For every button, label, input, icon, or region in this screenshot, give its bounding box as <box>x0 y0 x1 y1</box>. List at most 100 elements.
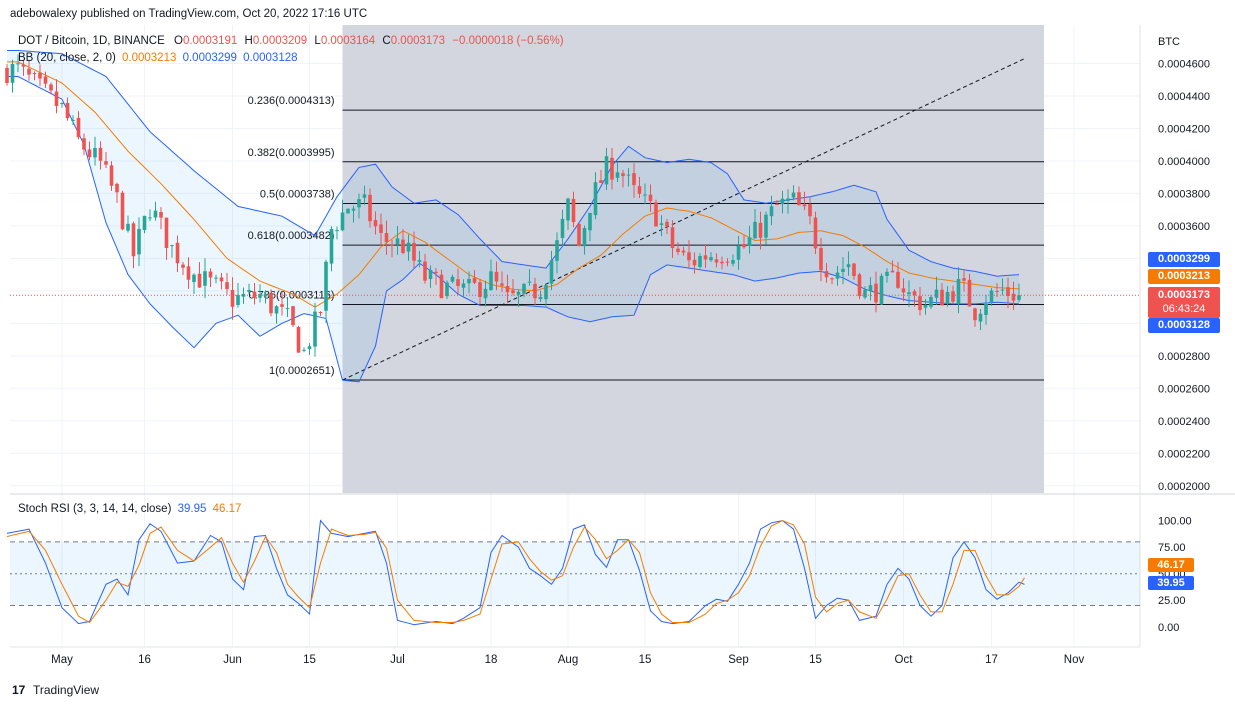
candle-body[interactable] <box>885 271 889 276</box>
candle-body[interactable] <box>571 198 576 223</box>
candle-body[interactable] <box>670 227 675 249</box>
candle-body[interactable] <box>379 224 383 233</box>
symbol-legend[interactable]: DOT / Bitcoin, 1D, BINANCE O0.0003191 H0… <box>18 35 564 47</box>
candle-body[interactable] <box>758 222 763 238</box>
candle-body[interactable] <box>907 292 911 294</box>
candle-body[interactable] <box>65 102 70 119</box>
candle-body[interactable] <box>43 76 48 84</box>
candle-body[interactable] <box>874 283 878 303</box>
candle-body[interactable] <box>527 281 532 283</box>
candle-body[interactable] <box>170 245 174 247</box>
candle-body[interactable] <box>428 269 433 280</box>
candle-body[interactable] <box>918 296 922 310</box>
candle-body[interactable] <box>615 172 620 178</box>
candle-body[interactable] <box>857 274 862 297</box>
candle-body[interactable] <box>131 223 136 257</box>
candle-body[interactable] <box>351 208 356 211</box>
candle-body[interactable] <box>164 217 169 248</box>
candle-body[interactable] <box>714 259 719 263</box>
candle-body[interactable] <box>890 270 895 273</box>
candle-body[interactable] <box>269 293 273 314</box>
candle-body[interactable] <box>82 138 86 150</box>
candle-body[interactable] <box>472 277 477 283</box>
candle-body[interactable] <box>566 198 570 221</box>
candle-body[interactable] <box>802 204 807 207</box>
candle-body[interactable] <box>786 198 790 201</box>
candle-body[interactable] <box>951 291 955 302</box>
candle-body[interactable] <box>720 261 724 264</box>
candle-body[interactable] <box>830 278 834 280</box>
candle-body[interactable] <box>555 240 559 261</box>
candle-body[interactable] <box>643 194 647 196</box>
candle-body[interactable] <box>533 283 537 299</box>
candle-body[interactable] <box>335 230 339 232</box>
stoch-k-line[interactable] <box>6 519 1025 626</box>
candle-body[interactable] <box>665 221 669 227</box>
candle-body[interactable] <box>989 290 994 303</box>
candle-body[interactable] <box>153 210 158 218</box>
candle-body[interactable] <box>824 271 829 278</box>
candle-body[interactable] <box>247 289 251 292</box>
candle-body[interactable] <box>797 192 801 206</box>
candle-body[interactable] <box>21 64 26 67</box>
candle-body[interactable] <box>104 161 108 165</box>
candle-body[interactable] <box>1017 295 1021 300</box>
candle-body[interactable] <box>846 264 851 268</box>
candle-body[interactable] <box>192 274 196 283</box>
candle-body[interactable] <box>995 290 999 292</box>
candle-body[interactable] <box>610 157 614 180</box>
candle-body[interactable] <box>186 266 191 280</box>
candle-body[interactable] <box>791 192 796 198</box>
candle-body[interactable] <box>962 278 966 281</box>
candle-body[interactable] <box>659 223 664 225</box>
candle-body[interactable] <box>692 259 697 266</box>
candle-body[interactable] <box>346 208 350 214</box>
candle-body[interactable] <box>434 271 438 273</box>
candle-body[interactable] <box>500 283 504 286</box>
candle-body[interactable] <box>808 204 812 217</box>
candle-body[interactable] <box>841 268 845 272</box>
candle-body[interactable] <box>896 271 900 288</box>
candle-body[interactable] <box>934 289 939 298</box>
candle-body[interactable] <box>967 279 972 307</box>
candle-body[interactable] <box>236 294 240 306</box>
candle-body[interactable] <box>764 214 768 238</box>
candle-body[interactable] <box>1006 287 1010 297</box>
candle-body[interactable] <box>318 312 323 314</box>
candle-body[interactable] <box>868 285 873 291</box>
candle-body[interactable] <box>214 277 218 279</box>
candle-body[interactable] <box>412 242 416 261</box>
candle-body[interactable] <box>16 63 20 65</box>
candle-body[interactable] <box>175 242 180 264</box>
candle-body[interactable] <box>445 282 449 297</box>
candle-body[interactable] <box>49 84 53 91</box>
candle-body[interactable] <box>208 271 213 278</box>
candle-body[interactable] <box>60 103 64 105</box>
candle-body[interactable] <box>775 204 779 206</box>
candle-body[interactable] <box>5 67 9 83</box>
time-axis[interactable]: May 16 Jun 15 Jul 18 Aug 15 Sep 15 Oct 17 Nov <box>51 654 1084 666</box>
candle-body[interactable] <box>978 313 983 322</box>
candle-body[interactable] <box>285 308 290 310</box>
candle-body[interactable] <box>126 223 130 231</box>
candle-body[interactable] <box>676 248 680 252</box>
candle-body[interactable] <box>505 286 510 293</box>
candle-body[interactable] <box>87 149 92 158</box>
candle-body[interactable] <box>357 199 361 208</box>
candle-body[interactable] <box>384 233 389 243</box>
candle-body[interactable] <box>835 272 840 279</box>
candle-body[interactable] <box>577 223 581 246</box>
candle-body[interactable] <box>940 289 944 306</box>
candle-body[interactable] <box>302 349 306 351</box>
candle-body[interactable] <box>27 68 31 75</box>
candle-body[interactable] <box>71 119 75 121</box>
candle-body[interactable] <box>929 296 933 307</box>
candle-body[interactable] <box>219 277 224 282</box>
candle-body[interactable] <box>582 228 587 247</box>
candle-body[interactable] <box>549 260 554 284</box>
candle-body[interactable] <box>632 173 636 186</box>
candle-body[interactable] <box>401 239 405 254</box>
candle-body[interactable] <box>489 271 493 291</box>
candle-body[interactable] <box>637 186 642 194</box>
